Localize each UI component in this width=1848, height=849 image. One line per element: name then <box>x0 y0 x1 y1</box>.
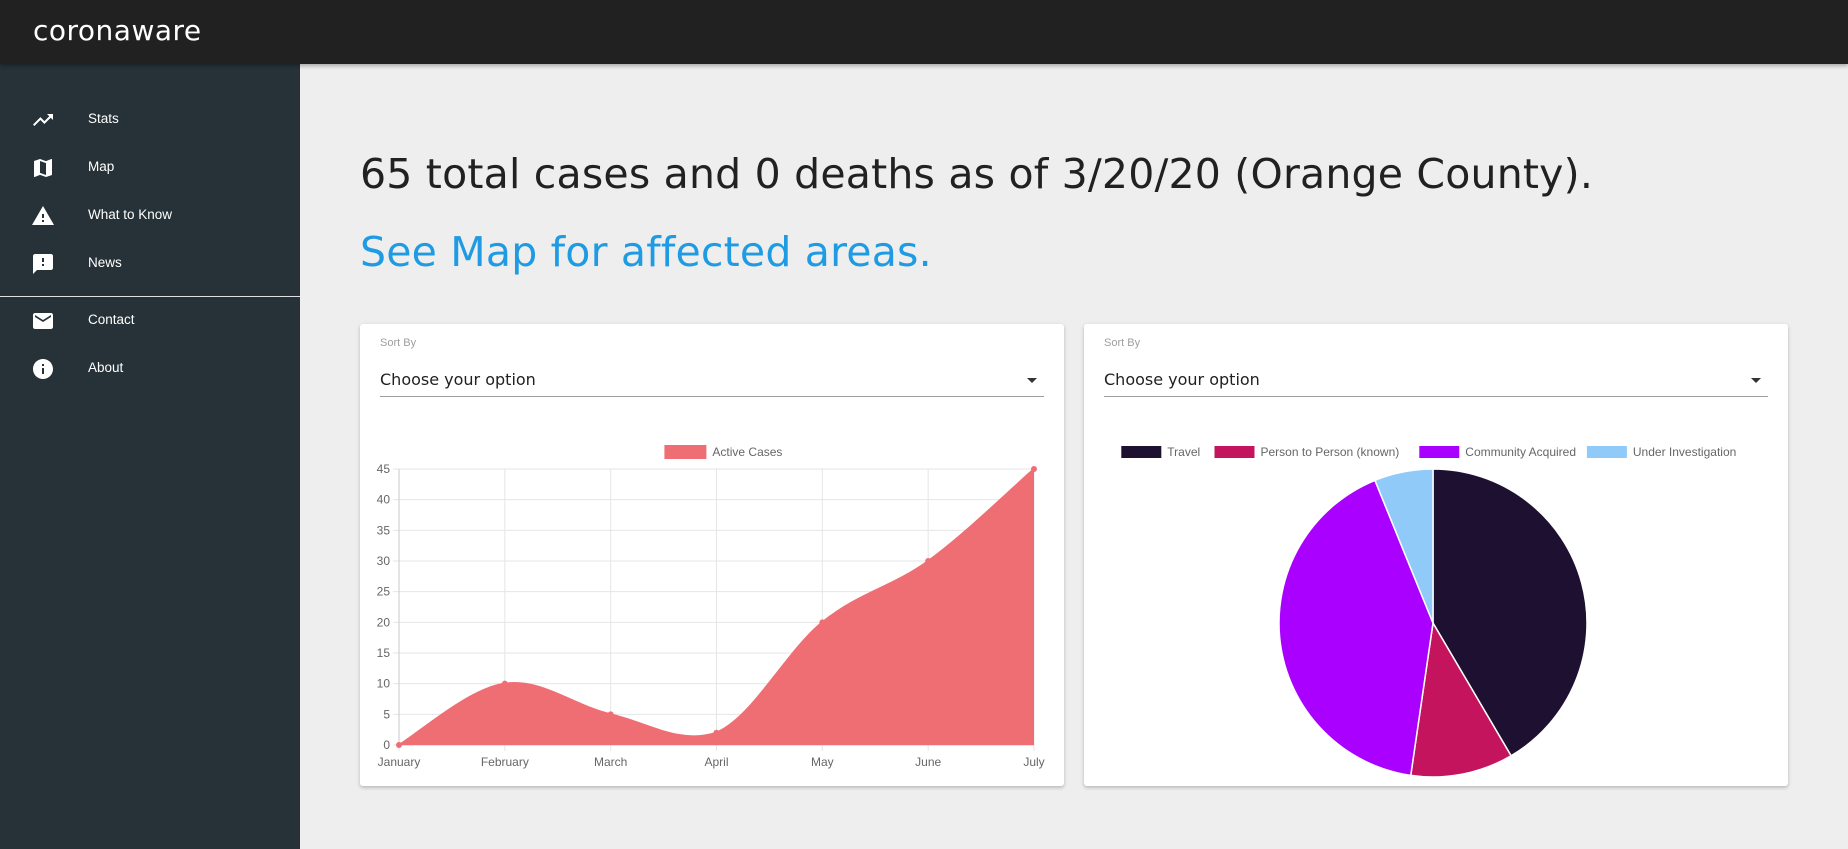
x-tick-label: April <box>704 755 728 769</box>
case-sources-pie-chart: Travel Person to Person (known) Community … <box>1121 445 1736 778</box>
legend-label: Person to Person (known) <box>1261 445 1400 459</box>
x-tick-label: June <box>915 755 941 769</box>
map-link[interactable]: See Map for affected areas. <box>360 228 932 276</box>
sidebar-item-label: Stats <box>88 111 119 126</box>
legend-label: Travel <box>1167 445 1200 459</box>
y-tick-label: 5 <box>383 707 390 721</box>
legend-swatch <box>1419 446 1460 458</box>
pie-slice-community-acquired <box>1278 479 1434 777</box>
legend-label: Under Investigation <box>1633 445 1736 459</box>
case-sources-card: Sort By Choose your option Travel Person … <box>1084 324 1788 786</box>
legend-swatch <box>1214 446 1255 458</box>
x-tick-label: May <box>811 755 834 769</box>
data-point <box>925 558 932 564</box>
data-point <box>819 619 826 626</box>
sidebar-divider <box>0 296 300 297</box>
data-point <box>396 742 402 748</box>
email-icon <box>31 310 55 332</box>
active-cases-card: Sort By Choose your option 0 5 10 15 20 25 30 3… <box>360 324 1064 786</box>
x-tick-label: January <box>378 755 421 769</box>
legend-label: Community Acquired <box>1465 445 1576 459</box>
warning-icon <box>31 205 55 227</box>
x-tick-label: March <box>594 755 627 769</box>
series-area-active-cases <box>399 469 1034 745</box>
sidebar-item-stats[interactable]: Stats <box>0 100 300 140</box>
sidebar: Stats Map What to Know News Contact Abou… <box>0 64 300 849</box>
y-tick-label: 45 <box>377 462 391 476</box>
sort-by-label: Sort By <box>1104 337 1141 349</box>
pie-slice-travel <box>1432 468 1588 757</box>
info-icon <box>31 358 55 380</box>
data-point <box>713 729 720 736</box>
app-title: coronaware <box>33 14 202 47</box>
x-tick-label: February <box>481 755 529 769</box>
y-tick-label: 25 <box>377 585 391 599</box>
sort-select-value: Choose your option <box>380 370 536 389</box>
legend-swatch <box>664 445 707 459</box>
sidebar-item-label: What to Know <box>88 207 173 222</box>
sidebar-item-what-to-know[interactable]: What to Know <box>0 196 300 236</box>
y-tick-label: 35 <box>377 523 391 537</box>
y-tick-label: 10 <box>377 677 391 691</box>
y-tick-label: 0 <box>383 738 390 752</box>
sort-by-label: Sort By <box>380 337 417 349</box>
y-tick-label: 15 <box>377 646 391 660</box>
page-headline: 65 total cases and 0 deaths as of 3/20/2… <box>360 150 1594 198</box>
pie-slice-person-to-person-known <box>1409 620 1513 778</box>
legend-label: Active Cases <box>712 445 782 459</box>
sort-select[interactable]: Choose your option <box>1104 368 1768 397</box>
caret-down-icon <box>1027 378 1037 383</box>
sort-select-value: Choose your option <box>1104 370 1260 389</box>
legend-swatch <box>1586 446 1627 458</box>
map-icon <box>31 157 55 179</box>
x-tick-label: July <box>1023 755 1044 769</box>
trending-up-icon <box>31 109 55 131</box>
data-point <box>501 680 508 687</box>
sidebar-item-about[interactable]: About <box>0 349 300 389</box>
y-tick-label: 20 <box>377 615 391 629</box>
data-point <box>607 711 614 718</box>
sidebar-item-map[interactable]: Map <box>0 148 300 188</box>
caret-down-icon <box>1751 378 1761 383</box>
legend-swatch <box>1121 446 1162 458</box>
data-point <box>1031 466 1037 472</box>
y-tick-label: 40 <box>377 493 391 507</box>
sidebar-item-label: Map <box>88 159 115 174</box>
sidebar-item-news[interactable]: News <box>0 244 300 284</box>
sidebar-item-label: Contact <box>88 312 135 327</box>
sidebar-item-label: About <box>88 360 124 375</box>
pie-slice-under-investigation <box>1373 468 1434 624</box>
active-cases-chart: 0 5 10 15 20 25 30 35 40 45 January February March Ap… <box>377 445 1045 769</box>
sidebar-item-contact[interactable]: Contact <box>0 301 300 341</box>
y-tick-label: 30 <box>377 554 391 568</box>
sort-select[interactable]: Choose your option <box>380 368 1044 397</box>
top-app-bar: coronaware <box>0 0 1848 64</box>
feedback-icon <box>31 253 55 275</box>
sidebar-item-label: News <box>88 255 122 270</box>
